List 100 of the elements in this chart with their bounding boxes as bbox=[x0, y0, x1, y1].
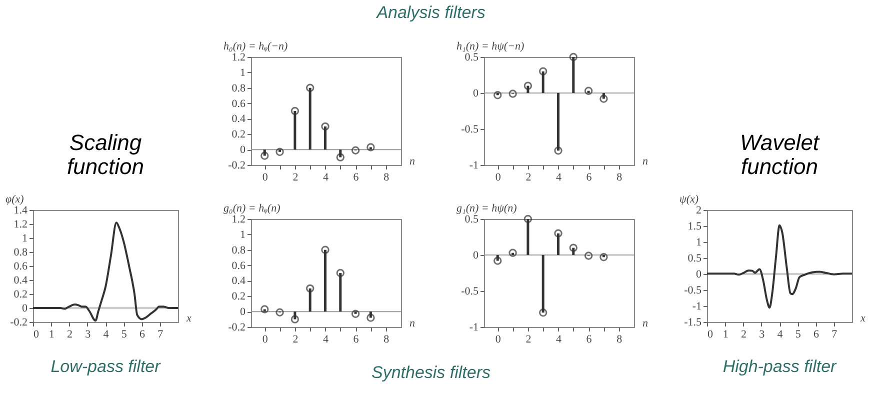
text: High-pass filter bbox=[722, 357, 838, 376]
point bbox=[494, 256, 502, 265]
y-tick-label: 0 bbox=[240, 144, 246, 156]
y-tick-label: 0.5 bbox=[688, 252, 702, 264]
chart-title: Scaling function bbox=[66, 130, 144, 179]
y-tick-label: 0 bbox=[22, 302, 28, 314]
point bbox=[276, 308, 284, 316]
x-tick-label: 2 bbox=[292, 334, 298, 346]
point bbox=[524, 82, 532, 90]
y-tick-label: -0.5 bbox=[684, 284, 702, 296]
y-tick-label: 1.2 bbox=[232, 214, 246, 226]
y-tick-label: 0.6 bbox=[232, 260, 246, 272]
y-axis-title: ψ(x) bbox=[680, 194, 699, 206]
text: Synthesis filters bbox=[371, 363, 492, 382]
y-tick-label: 0.6 bbox=[14, 260, 28, 272]
y-tick-label: 1.4 bbox=[14, 204, 28, 216]
point bbox=[584, 252, 593, 260]
x-tick-label: 6 bbox=[353, 172, 360, 184]
y-tick-label: 1 bbox=[696, 236, 702, 248]
point bbox=[336, 153, 344, 162]
y-tick-label: 0.2 bbox=[14, 288, 28, 300]
point bbox=[290, 315, 300, 324]
x-tick-label: 1 bbox=[48, 328, 54, 340]
y-axis-title: h₁(n) = hψ(−n) bbox=[456, 40, 524, 52]
point bbox=[366, 143, 375, 152]
x-tick-label: 7 bbox=[158, 328, 164, 340]
y-tick-label: 0.4 bbox=[232, 113, 246, 126]
x-tick-label: 4 bbox=[777, 328, 784, 340]
x-axis-title: n bbox=[642, 318, 648, 330]
x-tick-label: 3 bbox=[759, 328, 766, 340]
point bbox=[494, 91, 502, 100]
y-tick-label: -0.2 bbox=[228, 322, 246, 334]
y-tick-label: 0 bbox=[240, 306, 246, 318]
y-tick-label: 1 bbox=[22, 232, 28, 244]
x-tick-label: 4 bbox=[556, 172, 562, 184]
x-tick-label: 6 bbox=[586, 334, 592, 346]
y-tick-label: 0 bbox=[473, 88, 479, 100]
line-series bbox=[32, 222, 179, 322]
x-tick-label: 0 bbox=[262, 172, 268, 184]
x-tick-label: 6 bbox=[140, 328, 146, 340]
y-tick-label: 1 bbox=[240, 228, 246, 241]
y-tick-label: 1.5 bbox=[688, 220, 702, 232]
x-tick-label: 3 bbox=[85, 328, 92, 340]
y-tick-label: 1.2 bbox=[232, 52, 246, 64]
x-axis-title: x bbox=[860, 312, 866, 324]
y-axis-title: g₀(n) = hᵩ(n) bbox=[224, 202, 281, 214]
point bbox=[351, 310, 360, 318]
y-tick-label: 0.2 bbox=[232, 128, 246, 141]
x-tick-label: 8 bbox=[384, 334, 390, 346]
y-tick-label: 0.2 bbox=[232, 290, 246, 303]
y-tick-label: -1 bbox=[469, 160, 478, 172]
y-tick-label: 0 bbox=[473, 250, 479, 262]
y-tick-label: 0.5 bbox=[464, 214, 479, 226]
point bbox=[508, 248, 517, 257]
y-tick-label: 0.6 bbox=[232, 98, 246, 110]
point bbox=[508, 90, 517, 98]
point bbox=[260, 305, 269, 314]
point bbox=[351, 146, 360, 154]
x-tick-label: 4 bbox=[322, 334, 329, 346]
x-tick-label: 6 bbox=[814, 328, 820, 340]
y-tick-label: 0.8 bbox=[232, 82, 246, 94]
y-tick-label: 2 bbox=[696, 204, 702, 216]
y-axis-title: h₀(n) = hᵩ(−n) bbox=[224, 40, 288, 52]
x-tick-label: 2 bbox=[67, 328, 72, 340]
x-tick-label: 5 bbox=[795, 328, 802, 340]
text: Analysis filters bbox=[376, 3, 486, 22]
y-tick-label: 1 bbox=[240, 66, 246, 79]
x-tick-label: 0 bbox=[262, 334, 268, 346]
y-axis-title: φ(x) bbox=[6, 194, 24, 206]
x-tick-label: 0 bbox=[495, 334, 502, 346]
x-tick-label: 2 bbox=[526, 172, 532, 184]
point bbox=[600, 94, 608, 103]
x-axis-title: x bbox=[186, 312, 192, 324]
x-tick-label: 7 bbox=[832, 328, 838, 340]
x-tick-label: 6 bbox=[586, 172, 592, 184]
point bbox=[569, 244, 578, 252]
x-tick-label: 5 bbox=[121, 328, 128, 340]
point bbox=[260, 152, 269, 160]
y-tick-label: -0.5 bbox=[461, 124, 479, 136]
x-tick-label: 4 bbox=[322, 172, 329, 184]
point bbox=[276, 148, 284, 156]
x-axis-title: n bbox=[642, 156, 648, 168]
line-series bbox=[706, 224, 853, 309]
chart-title: Wavelet function bbox=[740, 130, 820, 179]
point bbox=[584, 86, 593, 95]
x-tick-label: 8 bbox=[616, 172, 623, 184]
x-tick-label: 1 bbox=[722, 328, 728, 340]
y-tick-label: 0.5 bbox=[464, 52, 479, 64]
y-tick-label: -1 bbox=[469, 322, 478, 334]
y-tick-label: 0.4 bbox=[232, 275, 246, 288]
x-tick-label: 2 bbox=[741, 328, 746, 340]
x-tick-label: 4 bbox=[103, 328, 110, 340]
x-tick-label: 4 bbox=[556, 334, 562, 346]
text: Low-pass filter bbox=[50, 357, 162, 376]
y-tick-label: 0 bbox=[696, 268, 702, 280]
x-tick-label: 8 bbox=[384, 172, 390, 184]
x-tick-label: 6 bbox=[353, 334, 360, 346]
x-axis-title: n bbox=[410, 318, 416, 330]
y-tick-label: -0.5 bbox=[461, 286, 479, 298]
y-tick-label: 0.4 bbox=[14, 274, 28, 286]
